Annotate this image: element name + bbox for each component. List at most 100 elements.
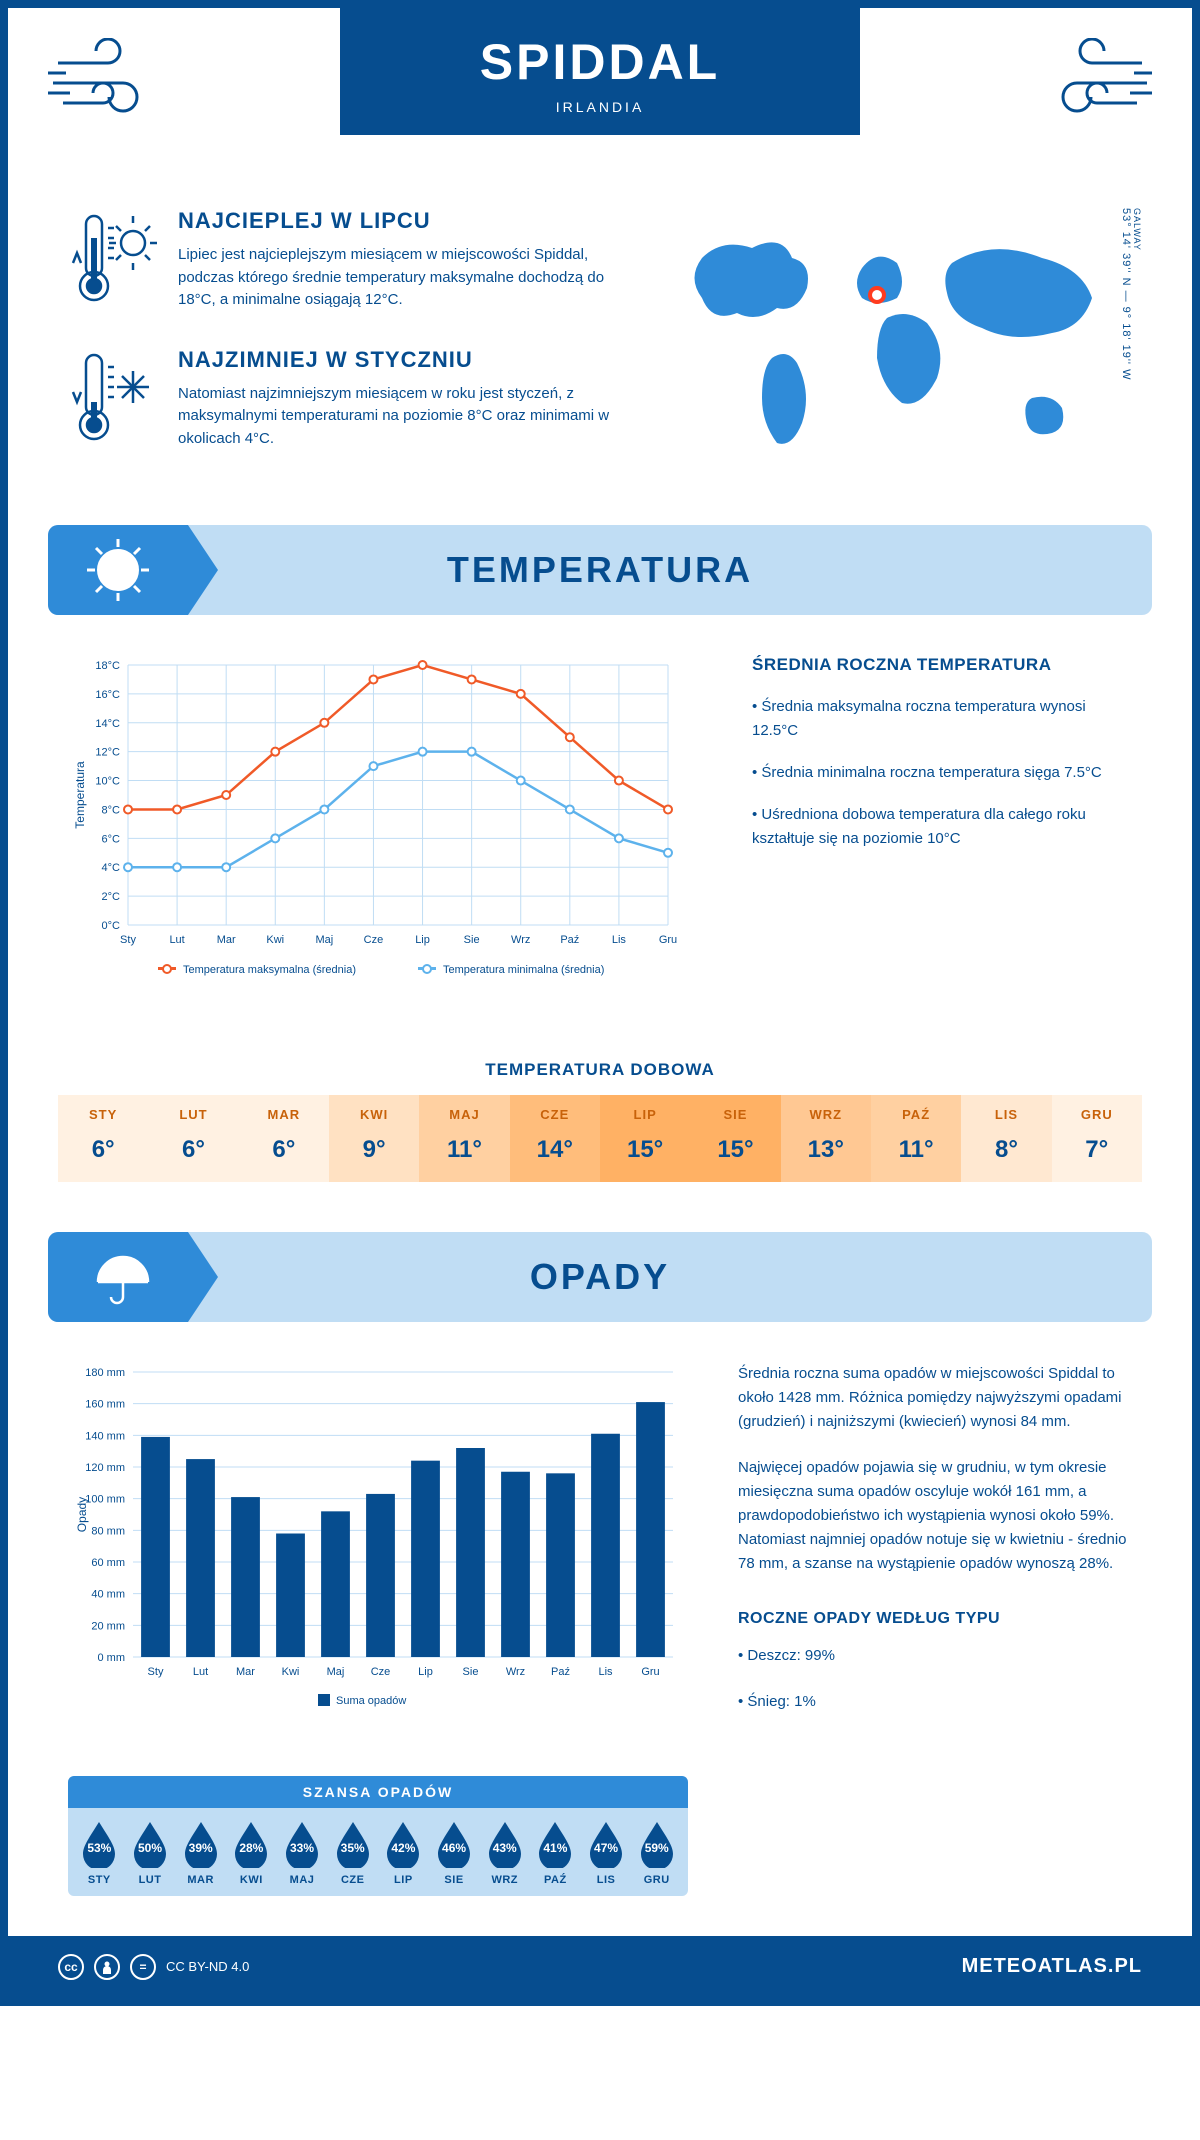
temperature-content: 0°C2°C4°C6°C8°C10°C12°C14°C16°C18°CStyLu… xyxy=(8,615,1192,1040)
chance-cell: 33% MAJ xyxy=(277,1820,328,1886)
country-label: IRLANDIA xyxy=(340,99,860,115)
precip-summary-p2: Najwięcej opadów pojawia się w grudniu, … xyxy=(738,1456,1132,1576)
site-name: METEOATLAS.PL xyxy=(962,1955,1142,1978)
chance-title: SZANSA OPADÓW xyxy=(68,1776,688,1808)
drop-icon: 42% xyxy=(383,1820,423,1868)
precip-summary: Średnia roczna suma opadów w miejscowośc… xyxy=(738,1362,1132,1736)
umbrella-icon xyxy=(48,1232,188,1322)
precip-content: 0 mm20 mm40 mm60 mm80 mm100 mm120 mm140 … xyxy=(8,1322,1192,1766)
chance-month: MAR xyxy=(175,1874,226,1886)
svg-text:Opady: Opady xyxy=(75,1497,89,1532)
precip-snow: • Śnieg: 1% xyxy=(738,1690,1132,1714)
license-block: cc = CC BY-ND 4.0 xyxy=(58,1954,249,1980)
svg-text:180 mm: 180 mm xyxy=(85,1367,125,1379)
chance-cell: 46% SIE xyxy=(429,1820,480,1886)
drop-icon: 46% xyxy=(434,1820,474,1868)
warmest-text: NAJCIEPLEJ W LIPCU Lipiec jest najcieple… xyxy=(178,208,612,312)
daily-cell: LIP15° xyxy=(600,1095,690,1182)
temperature-summary: ŚREDNIA ROCZNA TEMPERATURA • Średnia mak… xyxy=(752,655,1132,1000)
chance-cell: 50% LUT xyxy=(125,1820,176,1886)
page-container: SPIDDAL IRLANDIA NAJCIEPLEJ W xyxy=(0,0,1200,2006)
svg-text:Paź: Paź xyxy=(560,934,579,946)
daily-cell: SIE15° xyxy=(690,1095,780,1182)
chance-month: CZE xyxy=(327,1874,378,1886)
chance-value: 46% xyxy=(442,1841,466,1855)
footer: cc = CC BY-ND 4.0 METEOATLAS.PL xyxy=(8,1936,1192,1998)
precip-chart: 0 mm20 mm40 mm60 mm80 mm100 mm120 mm140 … xyxy=(68,1362,688,1736)
daily-value: 15° xyxy=(600,1136,690,1164)
precip-section-header: OPADY xyxy=(48,1232,1152,1322)
chance-month: MAJ xyxy=(277,1874,328,1886)
precip-title: OPADY xyxy=(530,1256,670,1298)
chance-cell: 35% CZE xyxy=(327,1820,378,1886)
svg-text:18°C: 18°C xyxy=(95,660,120,672)
svg-text:Mar: Mar xyxy=(236,1666,255,1678)
temp-summary-title: ŚREDNIA ROCZNA TEMPERATURA xyxy=(752,655,1132,675)
thermometer-sun-icon xyxy=(68,208,158,308)
wind-icon xyxy=(48,38,168,142)
temperature-chart: 0°C2°C4°C6°C8°C10°C12°C14°C16°C18°CStyLu… xyxy=(68,655,702,1000)
chance-cell: 43% WRZ xyxy=(479,1820,530,1886)
svg-text:Kwi: Kwi xyxy=(282,1666,300,1678)
daily-cell: STY6° xyxy=(58,1095,148,1182)
svg-text:0 mm: 0 mm xyxy=(98,1652,126,1664)
drop-icon: 53% xyxy=(79,1820,119,1868)
chance-cell: 39% MAR xyxy=(175,1820,226,1886)
daily-value: 13° xyxy=(781,1136,871,1164)
svg-text:140 mm: 140 mm xyxy=(85,1430,125,1442)
chance-value: 50% xyxy=(138,1841,162,1855)
daily-value: 15° xyxy=(690,1136,780,1164)
daily-temp-table: STY6°LUT6°MAR6°KWI9°MAJ11°CZE14°LIP15°SI… xyxy=(58,1095,1142,1182)
daily-cell: KWI9° xyxy=(329,1095,419,1182)
svg-text:Temperatura: Temperatura xyxy=(73,761,87,829)
chance-cell: 47% LIS xyxy=(581,1820,632,1886)
svg-text:Maj: Maj xyxy=(327,1666,345,1678)
drop-icon: 43% xyxy=(485,1820,525,1868)
temp-summary-item: • Średnia minimalna roczna temperatura s… xyxy=(752,761,1132,785)
coldest-block: NAJZIMNIEJ W STYCZNIU Natomiast najzimni… xyxy=(68,347,612,451)
wind-icon xyxy=(1032,38,1152,142)
map-marker-icon xyxy=(868,286,886,304)
drop-icon: 28% xyxy=(231,1820,271,1868)
svg-text:20 mm: 20 mm xyxy=(91,1620,125,1632)
daily-month: MAR xyxy=(239,1107,329,1122)
svg-text:100 mm: 100 mm xyxy=(85,1494,125,1506)
daily-value: 11° xyxy=(419,1136,509,1164)
sun-icon xyxy=(48,525,188,615)
daily-month: CZE xyxy=(510,1107,600,1122)
daily-value: 6° xyxy=(58,1136,148,1164)
coldest-text: NAJZIMNIEJ W STYCZNIU Natomiast najzimni… xyxy=(178,347,612,451)
daily-cell: LUT6° xyxy=(148,1095,238,1182)
chance-value: 28% xyxy=(239,1841,263,1855)
svg-text:6°C: 6°C xyxy=(102,833,121,845)
cc-icon: cc xyxy=(58,1954,84,1980)
chance-month: GRU xyxy=(631,1874,682,1886)
svg-text:Temperatura minimalna (średnia: Temperatura minimalna (średnia) xyxy=(443,964,604,976)
svg-text:Paź: Paź xyxy=(551,1666,570,1678)
svg-text:0°C: 0°C xyxy=(102,920,121,932)
svg-text:12°C: 12°C xyxy=(95,747,120,759)
svg-text:Mar: Mar xyxy=(217,934,236,946)
header: SPIDDAL IRLANDIA xyxy=(8,8,1192,178)
svg-text:Gru: Gru xyxy=(659,934,677,946)
chance-month: KWI xyxy=(226,1874,277,1886)
chance-value: 47% xyxy=(594,1841,618,1855)
chance-value: 53% xyxy=(87,1841,111,1855)
temperature-section-header: TEMPERATURA xyxy=(48,525,1152,615)
nd-icon: = xyxy=(130,1954,156,1980)
svg-text:Lip: Lip xyxy=(418,1666,433,1678)
svg-text:60 mm: 60 mm xyxy=(91,1557,125,1569)
daily-month: GRU xyxy=(1052,1107,1142,1122)
svg-text:10°C: 10°C xyxy=(95,776,120,788)
daily-cell: LIS 8° xyxy=(961,1095,1051,1182)
daily-month: LIS xyxy=(961,1107,1051,1122)
warmest-desc: Lipiec jest najcieplejszym miesiącem w m… xyxy=(178,244,612,312)
daily-cell: GRU 7° xyxy=(1052,1095,1142,1182)
daily-value: 8° xyxy=(961,1136,1051,1164)
temperature-title: TEMPERATURA xyxy=(447,549,753,591)
coldest-title: NAJZIMNIEJ W STYCZNIU xyxy=(178,347,612,373)
svg-text:14°C: 14°C xyxy=(95,718,120,730)
precip-summary-p1: Średnia roczna suma opadów w miejscowośc… xyxy=(738,1362,1132,1434)
daily-value: 7° xyxy=(1052,1136,1142,1164)
svg-text:Suma opadów: Suma opadów xyxy=(336,1695,406,1707)
